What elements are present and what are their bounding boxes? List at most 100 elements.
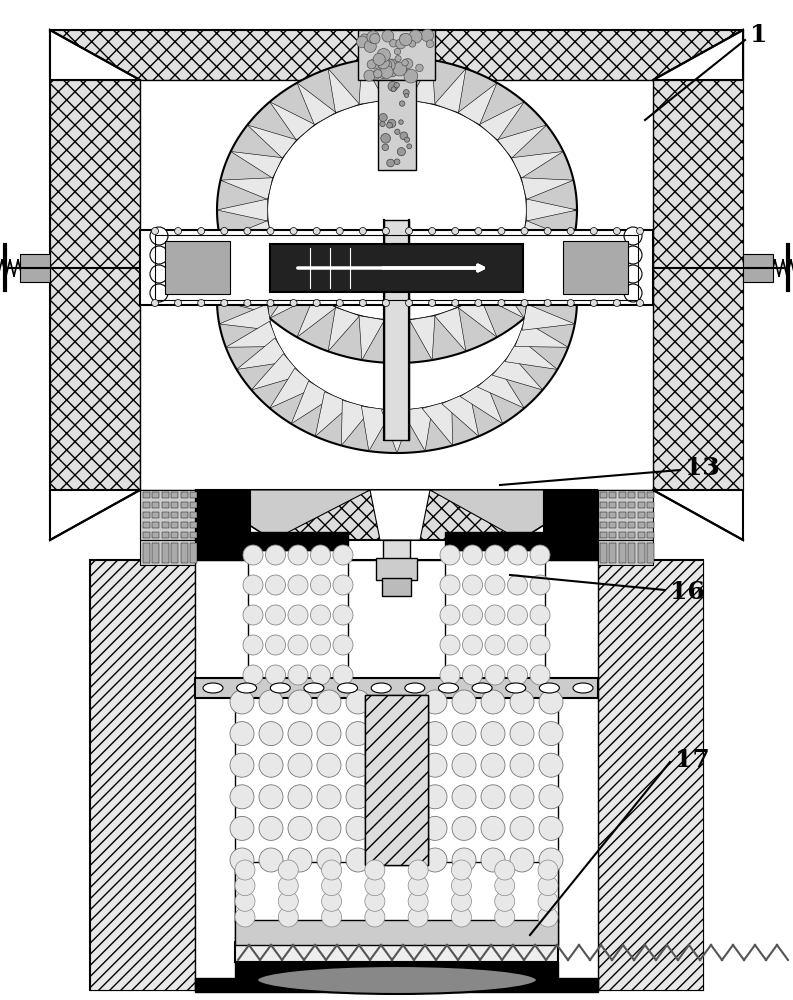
Bar [195,490,250,560]
Bar [171,502,178,508]
Bar [445,550,545,680]
Text: 13: 13 [685,456,720,480]
Bar [190,512,197,518]
Polygon shape [328,69,359,113]
Circle shape [288,785,312,809]
Circle shape [387,159,394,167]
Circle shape [317,785,341,809]
Polygon shape [435,307,465,351]
Bar [647,502,654,508]
Circle shape [278,907,298,927]
Circle shape [485,605,505,625]
Circle shape [150,227,168,245]
Circle shape [614,228,620,234]
Circle shape [407,144,412,149]
Circle shape [440,545,460,565]
Bar [609,512,616,518]
Circle shape [322,891,342,911]
Circle shape [346,848,370,872]
Circle shape [452,816,476,840]
Circle shape [510,848,534,872]
Polygon shape [217,287,268,313]
Polygon shape [316,392,352,436]
Circle shape [290,300,297,306]
Polygon shape [409,60,435,104]
Bar [647,492,654,498]
Circle shape [333,575,353,595]
Bar [428,695,558,865]
Bar [647,532,654,538]
Circle shape [388,81,398,91]
Polygon shape [226,321,279,347]
Text: 16: 16 [670,580,705,604]
Polygon shape [359,316,385,360]
Circle shape [336,228,343,234]
Circle shape [370,59,380,69]
Circle shape [290,228,297,234]
Polygon shape [270,368,316,408]
Circle shape [364,40,377,52]
Circle shape [369,39,375,46]
Circle shape [150,265,168,283]
Circle shape [377,49,390,62]
Bar [50,30,743,80]
Circle shape [266,605,285,625]
Polygon shape [217,57,577,363]
Circle shape [288,722,312,746]
Text: 1: 1 [750,23,768,47]
Circle shape [423,848,447,872]
Circle shape [235,907,255,927]
Circle shape [394,82,400,88]
Circle shape [440,575,460,595]
Bar [171,492,178,498]
Circle shape [400,34,407,41]
Polygon shape [402,406,432,451]
Circle shape [367,31,379,43]
Circle shape [243,545,263,565]
Polygon shape [497,125,546,158]
Polygon shape [297,83,336,125]
Polygon shape [497,262,546,295]
Bar [543,490,598,560]
Circle shape [462,665,482,685]
Bar [162,543,169,563]
Polygon shape [384,320,410,363]
Circle shape [399,120,404,124]
Bar [628,492,635,498]
Bar [190,532,197,538]
Bar [152,492,159,498]
Polygon shape [231,151,282,178]
Circle shape [150,284,168,302]
Circle shape [409,30,422,43]
Polygon shape [458,295,497,337]
Bar [181,502,188,508]
Circle shape [288,605,308,625]
Circle shape [381,66,393,78]
Circle shape [151,228,159,234]
Polygon shape [236,338,289,369]
Circle shape [266,665,285,685]
Circle shape [538,876,558,896]
Polygon shape [217,199,268,221]
Circle shape [382,59,395,72]
Bar [600,512,607,518]
Circle shape [311,545,331,565]
Polygon shape [370,490,430,540]
Circle shape [539,722,563,746]
Circle shape [374,70,382,78]
Circle shape [391,87,396,92]
Circle shape [481,753,505,777]
Ellipse shape [236,683,257,693]
Circle shape [336,300,343,306]
Polygon shape [653,490,743,540]
Circle shape [393,62,407,76]
Circle shape [288,848,312,872]
Circle shape [452,690,476,714]
Circle shape [377,67,389,79]
Polygon shape [458,83,497,125]
Circle shape [367,60,376,69]
Polygon shape [362,406,393,451]
Bar [152,543,159,563]
Circle shape [400,101,405,106]
Bar [235,920,558,945]
